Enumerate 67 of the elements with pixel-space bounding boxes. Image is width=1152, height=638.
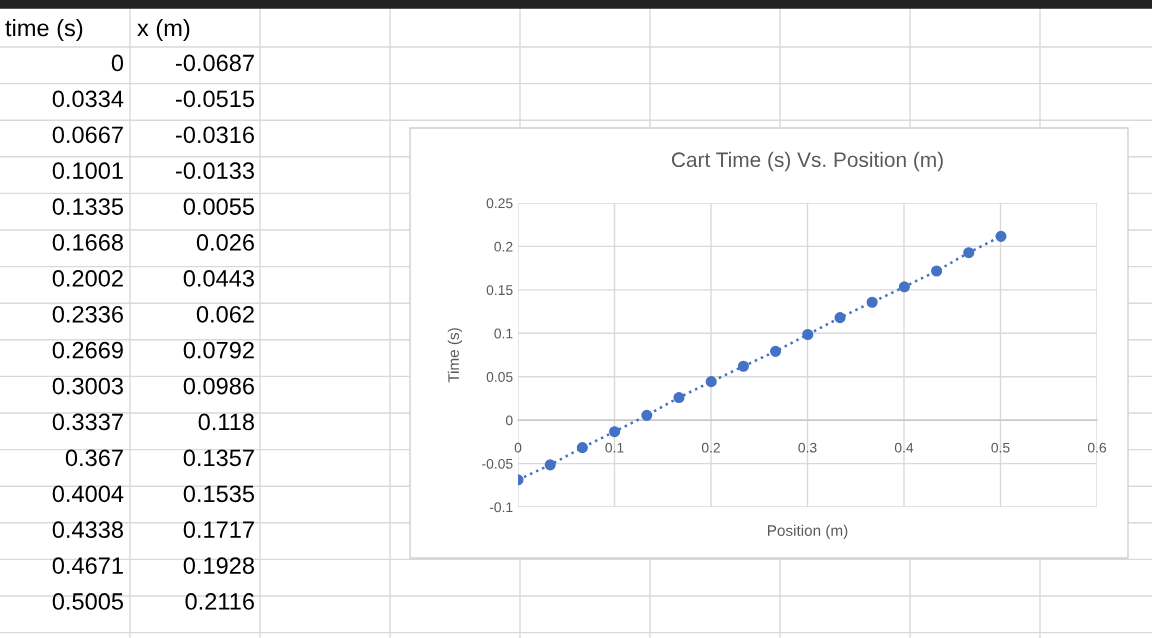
text: 0.4671 <box>52 557 123 574</box>
text: -0.0515 <box>175 90 255 108</box>
text: 0.118 <box>198 413 254 431</box>
point <box>898 281 910 293</box>
text: -0.0687 <box>175 54 254 72</box>
point <box>834 312 846 324</box>
text: x (m) <box>137 19 190 41</box>
x-tick-label: 0 <box>514 442 522 453</box>
text: 0.0334 <box>52 90 124 108</box>
text: 0.0986 <box>183 377 254 395</box>
text: 0.0443 <box>183 270 254 287</box>
text: 0.2336 <box>52 305 123 323</box>
y-axis-title: Time (s) <box>447 328 463 383</box>
y-tick-label: -0.05 <box>482 458 513 469</box>
point <box>705 376 717 388</box>
chart-title: Cart Time (s) Vs. Position (m) <box>671 151 943 172</box>
point <box>931 265 943 277</box>
point <box>737 360 749 372</box>
point <box>770 345 782 357</box>
text: 0.0792 <box>183 341 254 359</box>
text: 0.4004 <box>52 485 124 503</box>
text: 0.367 <box>65 449 123 467</box>
text: 0.3337 <box>52 413 123 431</box>
text: 0.1717 <box>183 521 254 539</box>
point <box>673 392 685 404</box>
text: 0.1668 <box>52 234 123 251</box>
x-tick-label: 0.6 <box>1087 442 1107 453</box>
point <box>641 409 653 421</box>
x-tick-label: 0.2 <box>701 442 720 453</box>
y-tick-label: 0.25 <box>486 198 513 209</box>
x-tick-label: 0.5 <box>991 442 1010 453</box>
text: 0.062 <box>196 305 254 323</box>
text: 0.1357 <box>183 449 254 467</box>
y-tick-label: 0 <box>505 415 513 426</box>
text: 0.1535 <box>183 485 255 503</box>
y-tick-label: 0.1 <box>494 328 513 339</box>
y-tick-label: 0.05 <box>486 372 513 382</box>
text: 0.2116 <box>185 593 254 610</box>
text: 0.5005 <box>52 593 124 610</box>
point <box>576 442 588 454</box>
text: 0.1335 <box>52 198 124 215</box>
text: 0.1928 <box>183 557 254 574</box>
text: -0.0133 <box>175 162 254 180</box>
point <box>609 426 621 438</box>
text: -0.0316 <box>175 126 254 144</box>
point <box>963 247 975 259</box>
text: 0.2669 <box>52 341 123 359</box>
point <box>866 296 878 308</box>
point <box>802 328 814 341</box>
x-tick-label: 0.4 <box>894 442 914 453</box>
point <box>544 459 556 471</box>
text: 0 <box>111 54 124 72</box>
point <box>995 230 1007 242</box>
text: 0.4338 <box>52 521 123 539</box>
x-tick-label: 0.1 <box>605 442 624 453</box>
y-tick-label: -0.1 <box>489 502 513 513</box>
text: 0.2002 <box>52 270 123 287</box>
text: time (s) <box>5 19 83 41</box>
text: 0.0055 <box>183 198 255 215</box>
y-tick-label: 0.2 <box>494 241 513 252</box>
x-axis-title: Position (m) <box>768 524 848 539</box>
text: 0.0667 <box>52 126 123 144</box>
x-tick-label: 0.3 <box>798 442 817 453</box>
y-tick-label: 0.15 <box>486 285 513 296</box>
text: 0.026 <box>196 234 254 251</box>
text: 0.3003 <box>52 377 123 395</box>
text: 0.1001 <box>52 162 123 180</box>
